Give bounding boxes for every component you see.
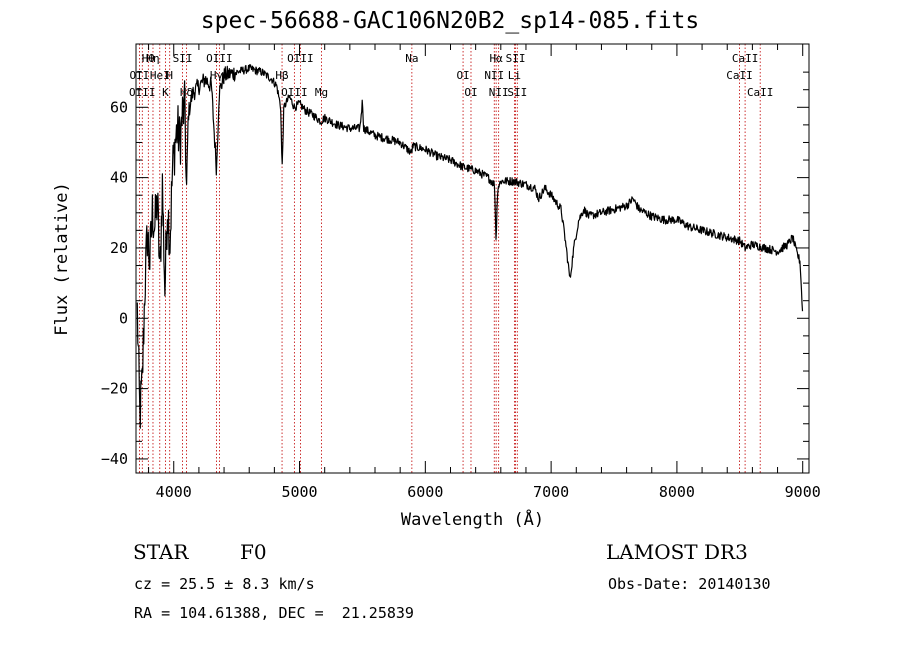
chart-title: spec-56688-GAC106N20B2_sp14-085.fits bbox=[200, 8, 700, 34]
line-marker-label: OII bbox=[129, 69, 149, 82]
plot-frame bbox=[135, 43, 810, 474]
line-marker-label: NII bbox=[484, 69, 504, 82]
object-class: STAR bbox=[133, 540, 189, 564]
y-axis-label: Flux (relative) bbox=[52, 182, 72, 336]
line-marker-label: H bbox=[166, 69, 173, 82]
line-marker-label: OIII bbox=[129, 86, 156, 99]
line-marker-label: CaII bbox=[726, 69, 753, 82]
observation-date: Obs-Date: 20140130 bbox=[608, 575, 771, 593]
line-marker-label: Hγ bbox=[210, 69, 224, 82]
spectrum-line bbox=[136, 64, 804, 429]
coordinates: RA = 104.61388, DEC = 21.25839 bbox=[134, 604, 414, 622]
x-tick-label: 7000 bbox=[533, 483, 569, 501]
y-axis: −40 −20 0 20 40 60 bbox=[101, 71, 809, 468]
line-marker-label: Hβ bbox=[275, 69, 289, 82]
line-marker-label: OIII bbox=[206, 52, 233, 65]
line-marker-label: CaII bbox=[747, 86, 774, 99]
line-marker-label: Hη bbox=[146, 52, 159, 65]
line-markers bbox=[138, 44, 761, 473]
line-marker-label: Hθ bbox=[142, 52, 155, 65]
redshift-cz: cz = 25.5 ± 8.3 km/s bbox=[134, 575, 315, 593]
x-tick-label: 4000 bbox=[156, 483, 192, 501]
line-marker-label: CaII bbox=[732, 52, 759, 65]
line-marker-label: Na bbox=[405, 52, 418, 65]
y-tick-label: −40 bbox=[101, 450, 128, 468]
line-marker-label: SII bbox=[173, 52, 193, 65]
x-axis: 4000 5000 6000 7000 8000 9000 bbox=[148, 44, 821, 501]
x-axis-label: Wavelength (Å) bbox=[400, 510, 545, 530]
y-tick-label: 0 bbox=[119, 309, 128, 327]
line-marker-label: Mg bbox=[315, 86, 328, 99]
line-marker-label: SII bbox=[506, 52, 526, 65]
line-marker-label: HeI bbox=[150, 69, 170, 82]
x-tick-label: 9000 bbox=[785, 483, 821, 501]
line-marker-label: Li bbox=[508, 69, 521, 82]
line-marker-label: NII bbox=[489, 86, 509, 99]
x-tick-label: 8000 bbox=[659, 483, 695, 501]
line-marker-label: OI bbox=[456, 69, 469, 82]
y-tick-label: 60 bbox=[110, 98, 128, 116]
line-marker-label: OI bbox=[464, 86, 477, 99]
object-subclass: F0 bbox=[240, 540, 267, 564]
line-marker-labels: HθOIIOIIIHηHeIKSIIHHδOIIIHγOIIIOIIIHβMgN… bbox=[129, 52, 773, 99]
x-tick-label: 6000 bbox=[407, 483, 443, 501]
line-marker-label: OIII bbox=[281, 86, 308, 99]
survey-name: LAMOST DR3 bbox=[606, 540, 748, 564]
y-tick-label: −20 bbox=[101, 380, 128, 398]
line-marker-label: OIII bbox=[287, 52, 314, 65]
line-marker-label: SII bbox=[507, 86, 527, 99]
x-tick-label: 5000 bbox=[281, 483, 317, 501]
y-tick-label: 20 bbox=[110, 239, 128, 257]
line-marker-label: Hα bbox=[490, 52, 504, 65]
line-marker-label: K bbox=[162, 86, 169, 99]
y-tick-label: 40 bbox=[110, 169, 128, 187]
line-marker-label: Hδ bbox=[180, 86, 193, 99]
